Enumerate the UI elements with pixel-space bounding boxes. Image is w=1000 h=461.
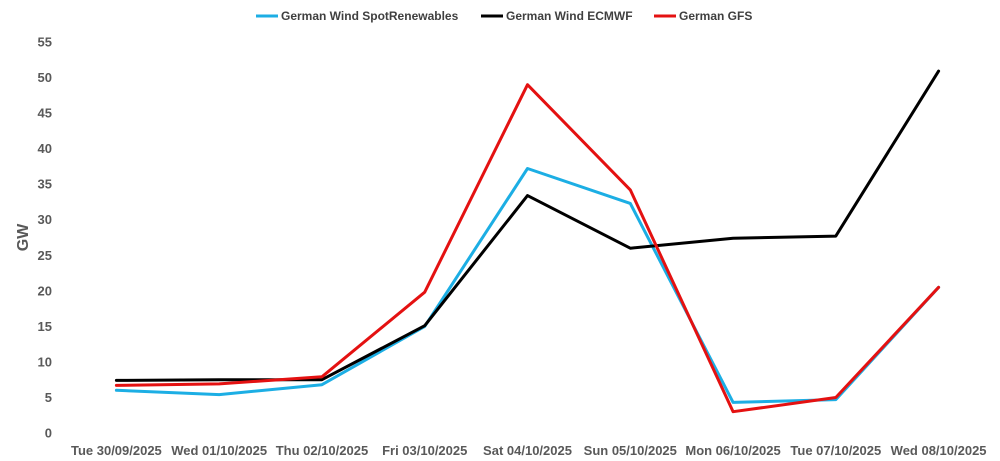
x-tick-label: Sat 04/10/2025: [483, 443, 572, 458]
y-tick-label: 45: [38, 106, 52, 121]
series-line-2: [114, 83, 941, 414]
y-tick-label: 0: [45, 426, 52, 441]
series-line-1: [114, 69, 941, 382]
y-tick-label: 30: [38, 212, 52, 227]
y-tick-label: 25: [38, 248, 52, 263]
legend-label: German Wind SpotRenewables: [281, 9, 459, 23]
x-tick-label: Wed 01/10/2025: [171, 443, 267, 458]
y-axis-label: GW: [15, 223, 32, 251]
legend-label: German GFS: [679, 9, 752, 23]
y-tick-label: 5: [45, 390, 52, 405]
x-tick-label: Sun 05/10/2025: [584, 443, 677, 458]
y-tick-label: 40: [38, 141, 52, 156]
y-tick-label: 55: [38, 35, 52, 50]
series-lines: [114, 69, 941, 414]
series-line-0: [114, 167, 941, 404]
y-tick-label: 20: [38, 283, 52, 298]
x-tick-label: Fri 03/10/2025: [382, 443, 467, 458]
y-tick-label: 35: [38, 177, 52, 192]
x-tick-label: Wed 08/10/2025: [891, 443, 987, 458]
y-axis-ticks: 0 5 10 15 20 25 30 35 40 45 50 55: [38, 35, 52, 441]
x-axis-ticks: Tue 30/09/2025 Wed 01/10/2025 Thu 02/10/20…: [71, 443, 987, 458]
y-tick-label: 50: [38, 70, 52, 85]
y-tick-label: 10: [38, 354, 52, 369]
y-tick-label: 15: [38, 319, 52, 334]
x-tick-label: Thu 02/10/2025: [276, 443, 369, 458]
x-tick-label: Tue 30/09/2025: [71, 443, 162, 458]
x-tick-label: Mon 06/10/2025: [685, 443, 780, 458]
legend: German Wind SpotRenewables German Wind EC…: [256, 9, 752, 23]
x-tick-label: Tue 07/10/2025: [790, 443, 881, 458]
legend-label: German Wind ECMWF: [506, 9, 633, 23]
